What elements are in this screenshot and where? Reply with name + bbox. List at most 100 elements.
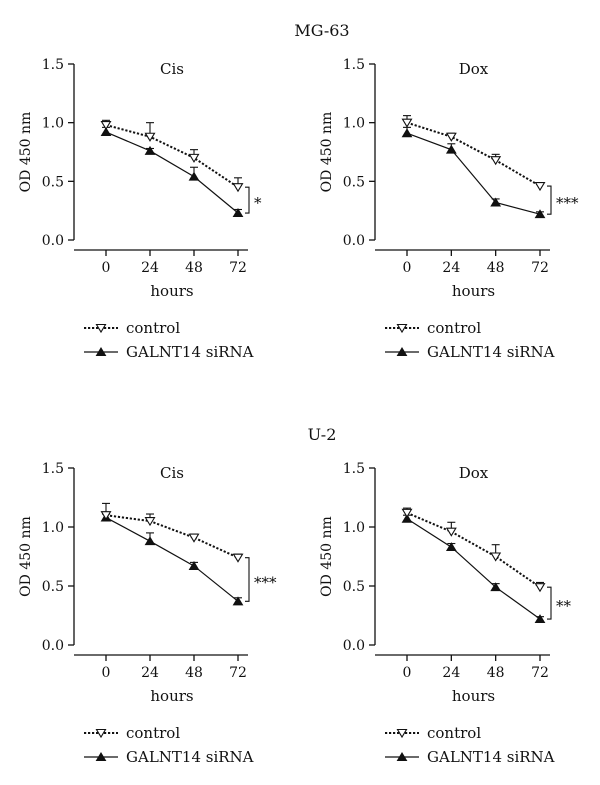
data-point-control xyxy=(490,552,502,562)
x-axis-label: hours xyxy=(452,687,495,705)
series-line-control xyxy=(406,511,541,589)
x-tick-label: 48 xyxy=(487,665,505,681)
legend-label-galnt14-sirna: GALNT14 siRNA xyxy=(126,748,254,766)
data-point-galnt14-sirna xyxy=(188,560,200,570)
x-tick-label: 0 xyxy=(403,260,412,276)
significance-label: * xyxy=(254,194,262,212)
group-title-u2: U-2 xyxy=(308,425,337,444)
y-tick-label: 1.5 xyxy=(42,461,64,477)
y-axis-label: OD 450 nm xyxy=(18,516,34,597)
series-line-galnt14-sirna xyxy=(105,131,239,214)
significance-bracket xyxy=(547,586,552,620)
significance-label: *** xyxy=(254,574,277,592)
legend-marker-galnt14-sirna xyxy=(95,347,107,356)
data-point-galnt14-sirna xyxy=(232,208,244,218)
data-point-galnt14-sirna xyxy=(534,209,546,219)
legend-marker-galnt14-sirna xyxy=(396,752,408,761)
data-point-control xyxy=(232,553,244,563)
legend-marker-control xyxy=(396,323,408,334)
legend-label-control: control xyxy=(126,319,180,337)
x-tick-label: 24 xyxy=(442,260,460,276)
chart-title: Cis xyxy=(160,464,184,482)
chart-panel-mg63-dox: Dox 0.0 0.5 1.0 1.5 OD 450 nm 0 24 48 72 hours *** c… xyxy=(319,57,579,361)
y-tick-label: 1.0 xyxy=(343,520,365,536)
x-tick-label: 0 xyxy=(102,260,111,276)
chart-panel-mg63-cis: Cis 0.0 0.5 1.0 1.5 OD 450 nm 0 24 48 72 hours * con… xyxy=(18,57,262,361)
y-tick-label: 1.5 xyxy=(42,57,64,73)
group-title-mg63: MG-63 xyxy=(294,21,349,40)
data-point-control xyxy=(144,132,156,142)
y-tick-label: 1.5 xyxy=(343,57,365,73)
x-axis-label: hours xyxy=(150,687,193,705)
data-point-galnt14-sirna xyxy=(188,171,200,181)
y-tick-label: 1.0 xyxy=(343,116,365,132)
data-point-control xyxy=(445,132,457,142)
data-point-galnt14-sirna xyxy=(490,197,502,207)
data-point-control xyxy=(144,517,156,527)
data-point-galnt14-sirna xyxy=(232,596,244,606)
chart-title: Cis xyxy=(160,60,184,78)
series-line-control xyxy=(105,514,239,559)
x-tick-label: 0 xyxy=(102,665,111,681)
x-tick-label: 24 xyxy=(442,665,460,681)
x-tick-label: 72 xyxy=(229,260,247,276)
x-tick-label: 72 xyxy=(229,665,247,681)
data-point-control xyxy=(534,181,546,192)
data-point-galnt14-sirna xyxy=(445,144,457,154)
y-tick-label: 0.5 xyxy=(343,174,365,190)
legend-label-control: control xyxy=(126,724,180,742)
legend-label-galnt14-sirna: GALNT14 siRNA xyxy=(126,343,254,361)
data-point-galnt14-sirna xyxy=(490,582,502,592)
x-tick-label: 0 xyxy=(403,665,412,681)
y-tick-label: 0.0 xyxy=(42,638,64,654)
y-tick-label: 0.5 xyxy=(343,579,365,595)
chart-title: Dox xyxy=(459,464,489,482)
y-tick-label: 0.5 xyxy=(42,579,64,595)
x-tick-label: 72 xyxy=(531,665,549,681)
series-line-galnt14-sirna xyxy=(105,517,239,602)
legend-label-control: control xyxy=(427,319,481,337)
data-point-control xyxy=(188,153,200,163)
x-tick-label: 24 xyxy=(141,665,159,681)
y-tick-label: 0.0 xyxy=(343,638,365,654)
legend-label-control: control xyxy=(427,724,481,742)
chart-panel-u2-cis: Cis 0.0 0.5 1.0 1.5 OD 450 nm 0 24 48 72 hours *** c… xyxy=(18,461,277,766)
significance-bracket xyxy=(245,557,250,602)
legend-marker-control xyxy=(396,728,408,739)
significance-bracket xyxy=(547,185,552,215)
y-tick-label: 1.5 xyxy=(343,461,365,477)
legend-label-galnt14-sirna: GALNT14 siRNA xyxy=(427,343,555,361)
series-line-control xyxy=(105,124,239,189)
data-point-control xyxy=(188,533,200,543)
x-tick-label: 48 xyxy=(487,260,505,276)
data-point-galnt14-sirna xyxy=(144,536,156,546)
significance-label: ** xyxy=(556,597,572,615)
data-point-control xyxy=(401,508,413,518)
x-axis-label: hours xyxy=(452,282,495,300)
data-point-control xyxy=(232,183,244,193)
chart-title: Dox xyxy=(459,60,489,78)
data-point-control xyxy=(490,156,502,166)
legend-marker-galnt14-sirna xyxy=(95,752,107,761)
x-tick-label: 24 xyxy=(141,260,159,276)
y-tick-label: 0.0 xyxy=(343,233,365,249)
data-point-galnt14-sirna xyxy=(534,614,546,624)
y-tick-label: 0.5 xyxy=(42,174,64,190)
y-axis-label: OD 450 nm xyxy=(319,112,335,193)
data-point-control xyxy=(534,583,546,593)
data-point-control xyxy=(100,120,112,131)
significance-bracket xyxy=(245,186,250,214)
data-point-control xyxy=(401,118,413,128)
y-tick-label: 1.0 xyxy=(42,520,64,536)
legend-marker-control xyxy=(95,323,107,334)
legend-marker-control xyxy=(95,728,107,739)
legend-label-galnt14-sirna: GALNT14 siRNA xyxy=(427,748,555,766)
y-tick-label: 1.0 xyxy=(42,116,64,132)
y-tick-label: 0.0 xyxy=(42,233,64,249)
chart-panel-u2-dox: Dox 0.0 0.5 1.0 1.5 OD 450 nm 0 24 48 72 hours ** co… xyxy=(319,461,572,766)
data-point-control xyxy=(100,511,112,521)
x-axis-label: hours xyxy=(150,282,193,300)
series-line-galnt14-sirna xyxy=(406,132,541,215)
y-axis-label: OD 450 nm xyxy=(18,112,34,193)
x-tick-label: 72 xyxy=(531,260,549,276)
